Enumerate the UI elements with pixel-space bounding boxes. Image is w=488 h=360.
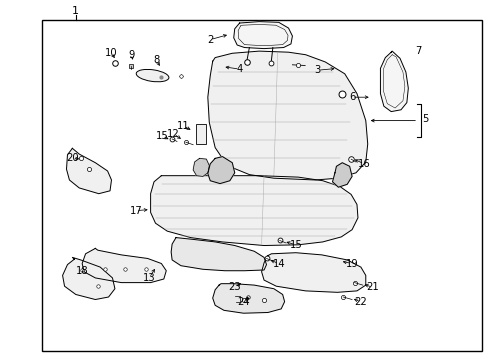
Polygon shape (261, 253, 365, 292)
Text: 15: 15 (156, 131, 168, 141)
Polygon shape (171, 238, 266, 271)
Polygon shape (380, 51, 407, 112)
Text: 22: 22 (354, 297, 366, 307)
Ellipse shape (136, 69, 168, 82)
Polygon shape (193, 158, 209, 176)
Text: 24: 24 (237, 297, 249, 307)
Polygon shape (212, 284, 284, 313)
Text: 11: 11 (177, 121, 189, 131)
Text: 8: 8 (153, 55, 159, 66)
Text: 18: 18 (76, 266, 88, 276)
Text: 5: 5 (421, 114, 428, 124)
Text: 21: 21 (366, 282, 378, 292)
Text: 16: 16 (357, 159, 370, 169)
Text: 15: 15 (289, 240, 302, 250)
Polygon shape (62, 257, 115, 300)
Text: 3: 3 (314, 65, 320, 75)
Text: 20: 20 (66, 153, 79, 163)
Polygon shape (66, 148, 111, 194)
Polygon shape (82, 248, 166, 283)
Polygon shape (332, 163, 351, 187)
Text: 17: 17 (129, 206, 142, 216)
Polygon shape (207, 157, 234, 184)
Text: 6: 6 (348, 92, 355, 102)
Text: 13: 13 (142, 273, 155, 283)
Polygon shape (207, 51, 367, 180)
Text: 23: 23 (228, 282, 241, 292)
Text: 7: 7 (414, 46, 421, 56)
Polygon shape (233, 22, 292, 49)
Bar (195, 124, 206, 144)
Polygon shape (150, 176, 357, 246)
Text: 4: 4 (236, 64, 242, 74)
Text: 19: 19 (345, 258, 358, 269)
Text: 1: 1 (72, 6, 79, 16)
Text: 14: 14 (272, 258, 285, 269)
Text: 12: 12 (167, 129, 180, 139)
Text: 9: 9 (128, 50, 135, 60)
Text: 10: 10 (105, 48, 118, 58)
Text: 2: 2 (206, 35, 213, 45)
